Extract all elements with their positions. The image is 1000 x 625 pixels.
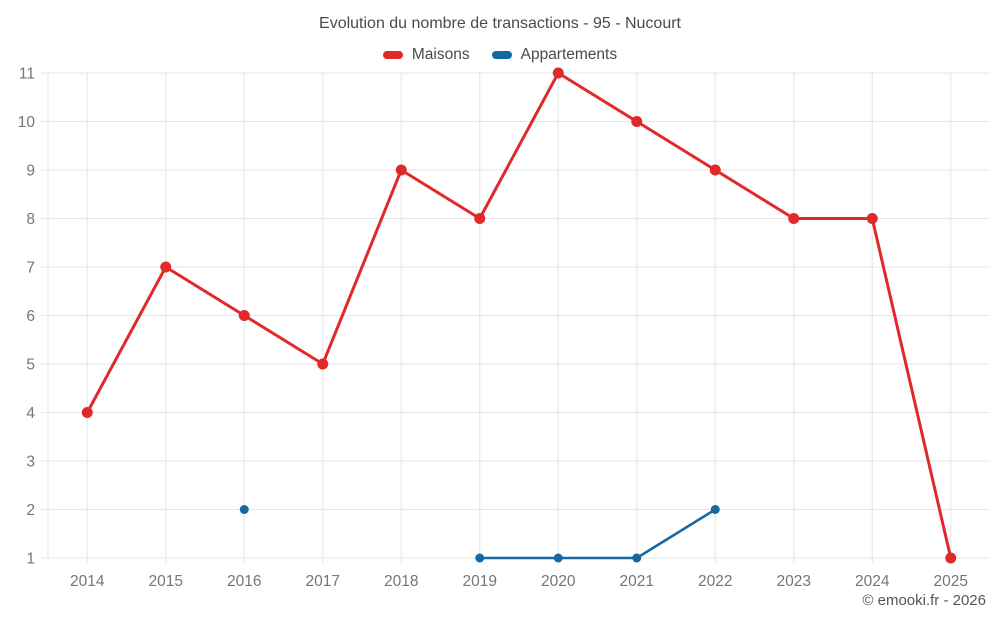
chart-title: Evolution du nombre de transactions - 95… — [319, 15, 681, 32]
legend: Maisons Appartements — [0, 46, 1000, 64]
point-appartements-2019[interactable] — [475, 553, 485, 563]
point-maisons-2017[interactable] — [317, 358, 329, 370]
x-tick-label-2016: 2016 — [227, 573, 261, 590]
x-tick-label-2014: 2014 — [70, 573, 105, 590]
copyright: © emooki.fr - 2026 — [862, 592, 986, 609]
y-tick-label-1: 1 — [26, 551, 35, 568]
point-appartements-2021[interactable] — [632, 553, 642, 563]
maisons-swatch-icon — [382, 51, 403, 59]
y-tick-label-10: 10 — [18, 114, 36, 131]
series-line-maisons — [85, 71, 953, 560]
legend-item-appartements[interactable]: Appartements — [491, 46, 618, 64]
point-maisons-2014[interactable] — [81, 407, 93, 418]
point-maisons-2022[interactable] — [709, 164, 721, 176]
point-maisons-2018[interactable] — [395, 164, 407, 176]
point-appartements-2016[interactable] — [239, 505, 249, 514]
point-maisons-2016[interactable] — [238, 310, 250, 321]
y-tick-label-3: 3 — [26, 454, 35, 471]
legend-item-maisons[interactable]: Maisons — [382, 46, 470, 64]
x-tick-label-2023: 2023 — [777, 573, 811, 590]
point-maisons-2023[interactable] — [788, 213, 800, 224]
point-maisons-2015[interactable] — [160, 261, 172, 273]
y-tick-label-5: 5 — [26, 357, 35, 374]
appartements-swatch-icon — [491, 51, 512, 59]
x-tick-label-2017: 2017 — [306, 573, 340, 590]
x-tick-label-2015: 2015 — [149, 573, 183, 590]
y-tick-label-2: 2 — [26, 502, 35, 519]
point-appartements-2020[interactable] — [553, 553, 563, 563]
x-tick-label-2021: 2021 — [620, 573, 654, 590]
x-tick-label-2019: 2019 — [463, 573, 497, 590]
y-tick-label-7: 7 — [26, 260, 35, 277]
point-maisons-2019[interactable] — [474, 213, 486, 224]
point-appartements-2022[interactable] — [710, 505, 720, 514]
x-tick-label-2020: 2020 — [541, 573, 576, 590]
point-maisons-2020[interactable] — [552, 67, 564, 79]
y-tick-label-9: 9 — [26, 163, 35, 180]
legend-label-maisons: Maisons — [411, 46, 470, 63]
legend-label-appartements: Appartements — [520, 46, 618, 63]
y-tick-label-11: 11 — [19, 66, 35, 83]
point-maisons-2024[interactable] — [866, 213, 878, 224]
y-tick-label-6: 6 — [26, 308, 35, 325]
x-tick-label-2022: 2022 — [698, 573, 732, 590]
series-line-appartements — [478, 508, 717, 560]
y-tick-label-4: 4 — [26, 405, 35, 422]
x-tick-label-2025: 2025 — [934, 573, 968, 590]
x-tick-label-2018: 2018 — [384, 573, 418, 590]
point-maisons-2025[interactable] — [945, 552, 957, 564]
y-tick-label-8: 8 — [26, 211, 35, 228]
point-maisons-2021[interactable] — [631, 116, 643, 127]
x-tick-label-2024: 2024 — [855, 573, 890, 590]
